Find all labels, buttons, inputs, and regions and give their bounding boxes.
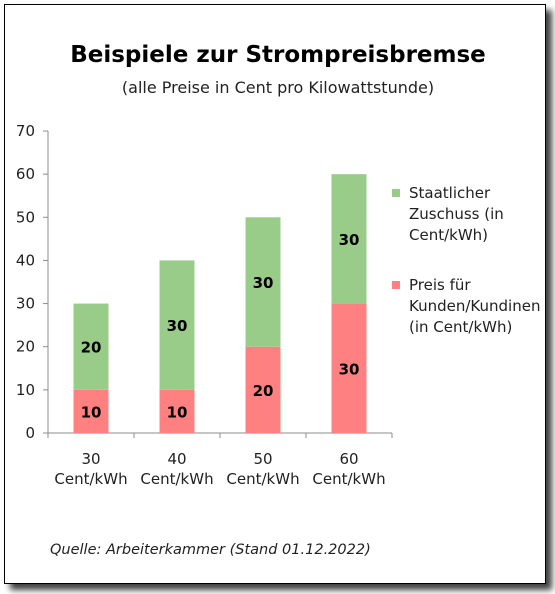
x-category-label-line: Cent/kWh bbox=[54, 470, 127, 488]
y-tick-label: 20 bbox=[16, 338, 35, 356]
chart-title: Beispiele zur Strompreisbremse bbox=[70, 42, 486, 68]
data-label: 30 bbox=[339, 231, 360, 249]
legend-label-line: Staatlicher bbox=[409, 184, 491, 202]
legend-swatch bbox=[392, 281, 400, 289]
legend-label-line: (in Cent/kWh) bbox=[409, 318, 512, 336]
x-category-label-line: 60 bbox=[339, 450, 358, 468]
x-category-label: 60 Cent/kWh bbox=[312, 450, 385, 488]
chart-subtitle: (alle Preise in Cent pro Kilowattstunde) bbox=[122, 78, 434, 97]
x-category-label-line: 30 bbox=[81, 450, 100, 468]
data-label: 30 bbox=[339, 360, 360, 378]
y-tick-label: 40 bbox=[16, 251, 35, 269]
x-category-label: 30 Cent/kWh bbox=[54, 450, 127, 488]
data-labels: 10 20 10 30 20 30 30 30 bbox=[81, 231, 360, 422]
bar-segment bbox=[245, 217, 281, 347]
axes: 0 10 20 30 40 50 60 70 30 Cent/kWh 40 Cent/kWh 50 Cen… bbox=[16, 122, 393, 488]
bar-segment bbox=[331, 174, 367, 304]
data-label: 10 bbox=[167, 403, 188, 421]
legend-swatch bbox=[392, 189, 400, 197]
bars bbox=[73, 174, 367, 433]
legend: Staatlicher Zuschuss (in Cent/kWh) Preis fü… bbox=[392, 184, 540, 336]
x-category-label-line: Cent/kWh bbox=[140, 470, 213, 488]
source-note: Quelle: Arbeiterkammer (Stand 01.12.2022… bbox=[50, 542, 371, 558]
x-category-label-line: Cent/kWh bbox=[226, 470, 299, 488]
bar-segment bbox=[159, 260, 195, 390]
y-tick-label: 70 bbox=[16, 122, 35, 140]
legend-label-line: Cent/kWh) bbox=[409, 226, 488, 244]
legend-label: Preis für Kunden/Kundinen (in Cent/kWh) bbox=[409, 276, 540, 336]
y-tick-label: 0 bbox=[25, 424, 35, 442]
y-tick-label: 10 bbox=[16, 381, 35, 399]
y-tick-label: 50 bbox=[16, 208, 35, 226]
bar-segment bbox=[73, 303, 109, 390]
y-tick-label: 60 bbox=[16, 165, 35, 183]
legend-label-line: Preis für bbox=[409, 276, 471, 294]
bar-segment bbox=[159, 389, 195, 433]
data-label: 20 bbox=[253, 382, 274, 400]
data-label: 20 bbox=[81, 339, 102, 357]
bar-segment bbox=[331, 303, 367, 433]
x-category-label: 50 Cent/kWh bbox=[226, 450, 299, 488]
x-category-label: 40 Cent/kWh bbox=[140, 450, 213, 488]
data-label: 30 bbox=[167, 317, 188, 335]
legend-label-line: Zuschuss (in bbox=[409, 205, 504, 223]
bar-segment bbox=[73, 389, 109, 433]
y-tick-label: 30 bbox=[16, 295, 35, 313]
data-label: 30 bbox=[253, 274, 274, 292]
x-category-label-line: 40 bbox=[167, 450, 186, 468]
data-label: 10 bbox=[81, 403, 102, 421]
bar-segment bbox=[245, 346, 281, 433]
legend-label-line: Kunden/Kundinen bbox=[409, 297, 540, 315]
x-category-label-line: Cent/kWh bbox=[312, 470, 385, 488]
legend-label: Staatlicher Zuschuss (in Cent/kWh) bbox=[409, 184, 504, 244]
x-category-label-line: 50 bbox=[253, 450, 272, 468]
